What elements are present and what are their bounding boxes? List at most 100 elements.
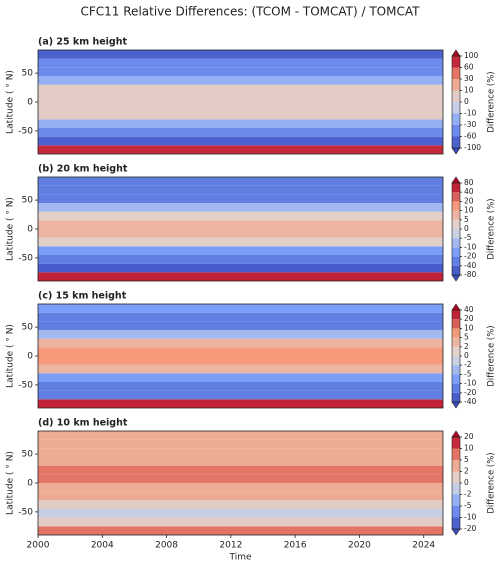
heatmap-band [38, 483, 443, 492]
colorbar-tick-label: 0 [464, 351, 469, 360]
heatmap-band [38, 128, 443, 137]
colorbar-tick-label: 80 [464, 178, 474, 187]
heatmap-band [38, 255, 443, 264]
y-axis-label: Latitude ( ° N) [6, 197, 16, 261]
panel-title: (d) 10 km height [38, 418, 128, 429]
heatmap-band [38, 330, 443, 339]
x-tick-label: 2016 [284, 541, 307, 551]
colorbar-tick-label: -2 [464, 490, 472, 499]
colorbar-tick-label: 20 [464, 196, 474, 205]
heatmap-band [38, 272, 443, 281]
x-tick-label: 2020 [348, 541, 371, 551]
figure-title: CFC11 Relative Differences: (TCOM - TOMC… [81, 5, 421, 19]
heatmap-band [38, 50, 443, 59]
colorbar-label: Difference (%) [487, 71, 497, 132]
x-tick-label: 2000 [27, 541, 50, 551]
colorbar-tick-label: -5 [464, 501, 472, 510]
heatmap-band [38, 93, 443, 102]
colorbar-tick-label: -20 [464, 524, 476, 533]
colorbar-bin [452, 506, 460, 518]
colorbar-tick-label: -5 [464, 369, 472, 378]
x-tick-label: 2012 [219, 541, 242, 551]
colorbar-bin [452, 219, 460, 229]
x-tick-label: 2024 [412, 541, 435, 551]
heatmap-band [38, 517, 443, 527]
colorbar-bin [452, 238, 460, 248]
heatmap-band [38, 102, 443, 111]
colorbar-tick-label: 10 [464, 206, 474, 215]
colorbar-bin [452, 56, 460, 68]
heatmap-band [38, 136, 443, 146]
colorbar-bin [452, 392, 460, 402]
colorbar-tick-label: 2 [464, 467, 469, 476]
colorbar-bin [452, 437, 460, 449]
heatmap-band [38, 194, 443, 203]
colorbar-bin [452, 113, 460, 125]
colorbar-extend [451, 430, 461, 438]
colorbar-tick-label: -5 [464, 233, 472, 242]
colorbar-bin [452, 494, 460, 506]
colorbar-bin [452, 517, 460, 529]
colorbar-bin [452, 356, 460, 366]
colorbar-bin [452, 201, 460, 211]
colorbar-bin [452, 136, 460, 148]
colorbar-tick-label: 20 [464, 432, 474, 441]
y-tick-label: 50 [22, 69, 34, 79]
y-tick-label: 0 [27, 352, 33, 362]
heatmap-band [38, 220, 443, 229]
colorbar-bin [452, 90, 460, 102]
y-tick-label: -50 [18, 253, 33, 263]
panel-title: (a) 25 km height [38, 37, 127, 48]
heatmap-band [38, 431, 443, 440]
colorbar-tick-label: 5 [464, 215, 469, 224]
x-tick-label: 2004 [91, 541, 114, 551]
colorbar-bin [452, 319, 460, 329]
colorbar-extend [451, 147, 461, 155]
heatmap-band [38, 304, 443, 313]
colorbar-bin [452, 383, 460, 393]
colorbar-bin [452, 310, 460, 320]
y-tick-label: -50 [18, 126, 33, 136]
colorbar-extend [451, 176, 461, 184]
colorbar-bin [452, 365, 460, 375]
colorbar-bin [452, 79, 460, 91]
y-tick-label: 50 [22, 196, 34, 206]
colorbar-bin [452, 448, 460, 460]
colorbar-tick-label: 5 [464, 333, 469, 342]
y-tick-label: 50 [22, 323, 34, 333]
colorbar-tick-label: -10 [464, 379, 476, 388]
heatmap-band [38, 211, 443, 221]
colorbar-label: Difference (%) [487, 452, 497, 513]
colorbar-bin [452, 229, 460, 239]
colorbar-bin [452, 67, 460, 79]
colorbar-tick-label: -80 [464, 270, 476, 279]
heatmap-band [38, 58, 443, 68]
colorbar-tick-label: -40 [464, 261, 476, 270]
colorbar-tick-label: 10 [464, 444, 474, 453]
y-tick-label: 50 [22, 450, 34, 460]
colorbar-bin [452, 256, 460, 266]
colorbar-tick-label: -20 [464, 388, 476, 397]
y-axis-label: Latitude ( ° N) [6, 324, 16, 388]
colorbar-extend [451, 49, 461, 57]
x-tick-label: 2008 [155, 541, 178, 551]
colorbar-bin [452, 346, 460, 356]
y-tick-label: 0 [27, 225, 33, 235]
colorbar-extend [451, 401, 461, 409]
heatmap-band [38, 465, 443, 475]
heatmap-band [38, 321, 443, 330]
colorbar-bin [452, 471, 460, 483]
colorbar-tick-label: 100 [464, 51, 479, 60]
heatmap-band [38, 67, 443, 76]
y-tick-label: -50 [18, 380, 33, 390]
panel-title: (b) 20 km height [38, 164, 128, 175]
colorbar-bin [452, 265, 460, 275]
heatmap-band [38, 399, 443, 408]
colorbar-tick-label: -2 [464, 360, 472, 369]
heatmap-band [38, 185, 443, 195]
colorbar-tick-label: -60 [464, 132, 476, 141]
heatmap-band [38, 119, 443, 128]
heatmap-band [38, 229, 443, 238]
heatmap-band [38, 237, 443, 247]
